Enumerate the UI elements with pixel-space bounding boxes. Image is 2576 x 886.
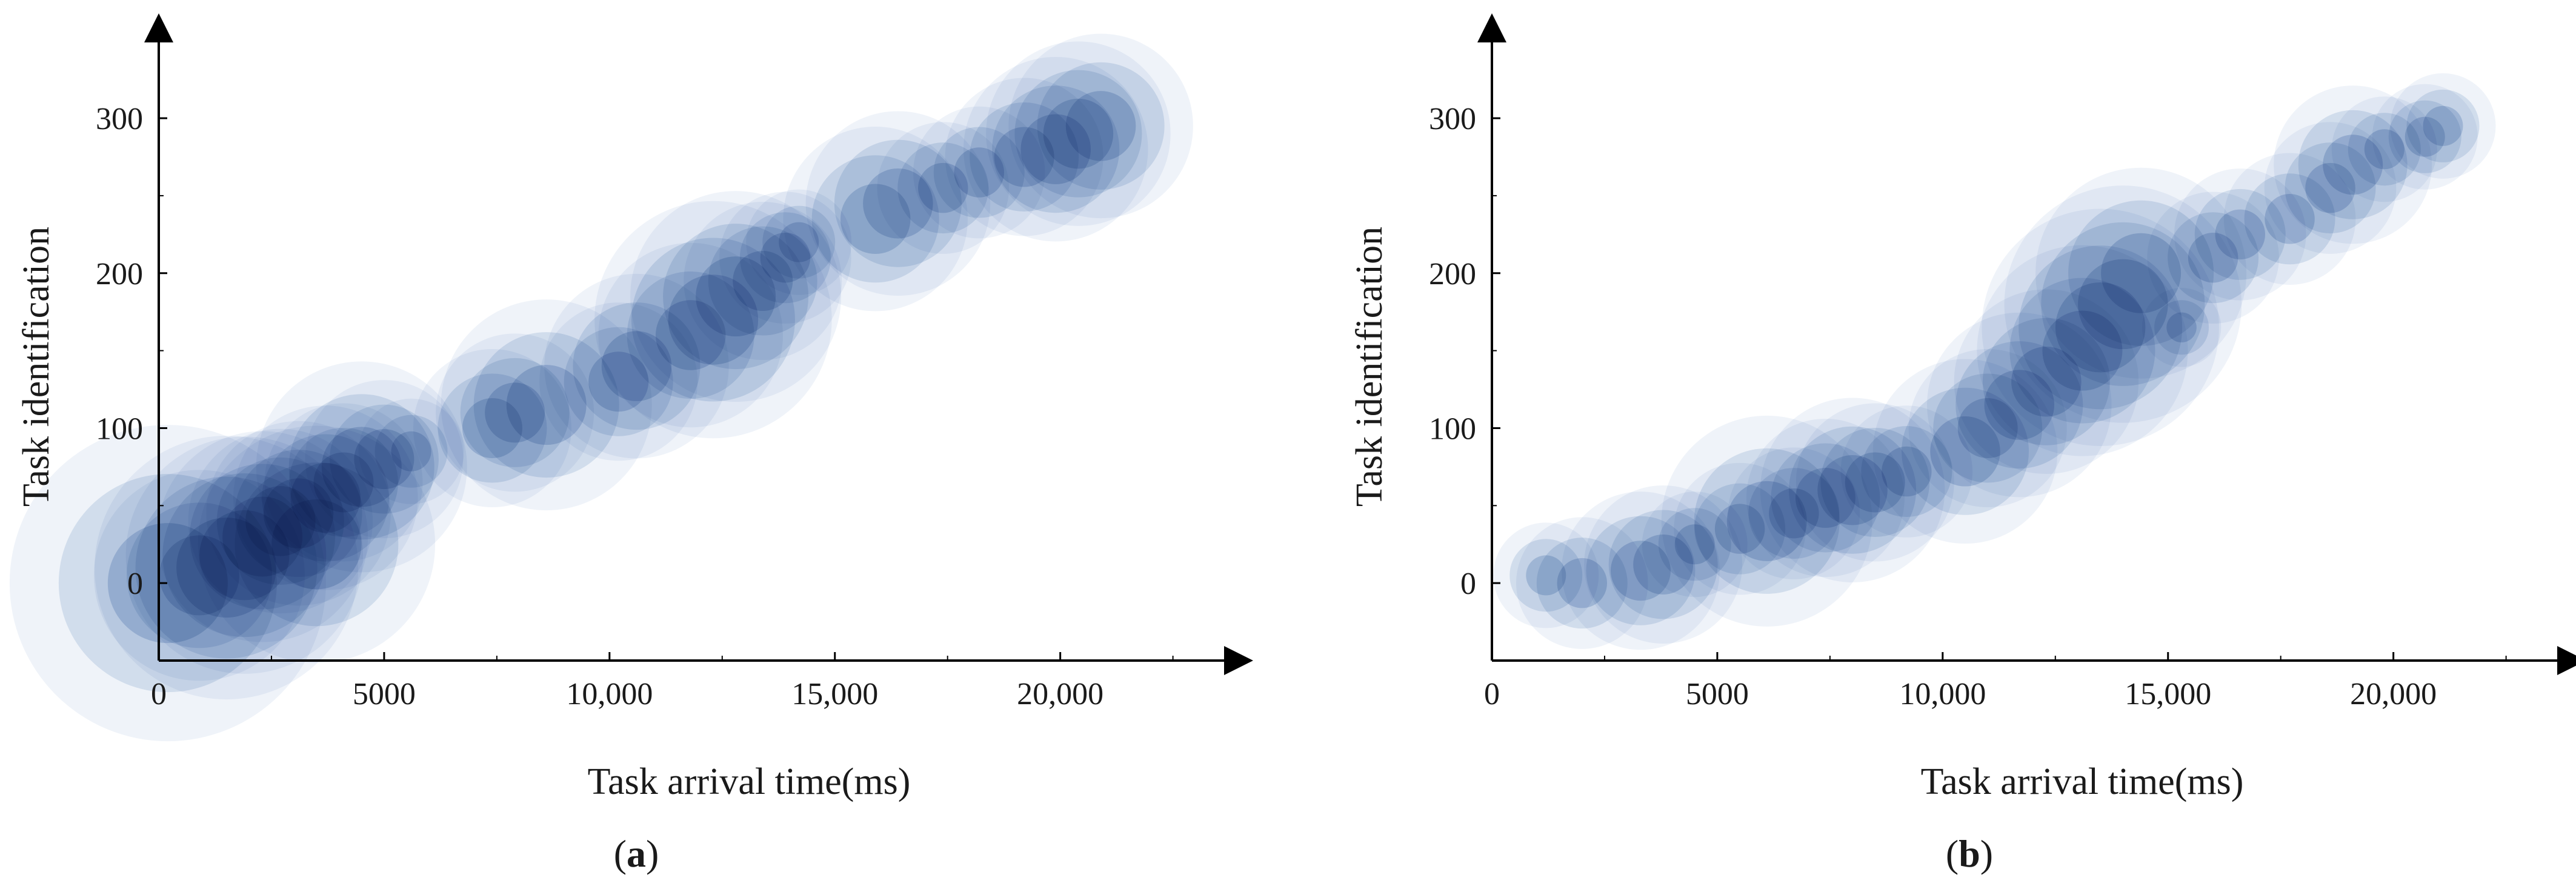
y-tick-label: 0 [1460, 567, 1476, 601]
x-axis-title: Task arrival time(ms) [1921, 761, 2244, 802]
y-tick-label: 200 [1429, 257, 1476, 291]
panel-label-close: ) [646, 832, 659, 875]
chart-svg: 0 5000 10,000 15,000 20,000 0 100 200 300 Task ar… [1349, 13, 2576, 875]
x-tick-label: 5000 [1686, 677, 1749, 711]
panel-label-close: ) [1980, 832, 1993, 875]
y-tick-label: 300 [1429, 102, 1476, 136]
y-axis-arrow [144, 13, 173, 42]
x-axis-arrow [2557, 646, 2576, 675]
x-axis-title: Task arrival time(ms) [588, 761, 911, 802]
x-tick-label: 20,000 [1017, 677, 1103, 711]
data-point-core [1065, 91, 1136, 161]
x-tick-label: 10,000 [566, 677, 653, 711]
chart-svg: 0 5000 10,000 15,000 20,000 0 100 200 300 Task ar… [9, 13, 1253, 875]
x-tick-label: 0 [1484, 677, 1500, 711]
x-tick-label: 10,000 [1899, 677, 1986, 711]
x-tick-label: 15,000 [791, 677, 878, 711]
x-tick-label: 0 [151, 677, 167, 711]
y-tick-label: 100 [1429, 411, 1476, 446]
x-tick-label: 20,000 [2350, 677, 2437, 711]
x-tick-label: 15,000 [2125, 677, 2211, 711]
bubble-group [9, 33, 1193, 742]
panel-label-letter: a [627, 832, 646, 875]
y-tick-label: 100 [96, 411, 143, 446]
y-axis-title: Task identification [16, 227, 57, 507]
panel-label: (b) [1946, 832, 1993, 875]
chart-panel-a: 0 5000 10,000 15,000 20,000 0 100 200 300 Task ar… [9, 13, 1253, 875]
data-point-core [2166, 312, 2197, 343]
x-tick-label: 5000 [353, 677, 416, 711]
panel-label-open: ( [1946, 832, 1959, 875]
data-point-core [2423, 105, 2463, 146]
y-axis-arrow [1477, 13, 1506, 42]
panel-label: (a) [614, 832, 659, 875]
x-axis-arrow [1224, 646, 1253, 675]
y-axis-title: Task identification [1349, 227, 1390, 507]
bubble-group [1493, 73, 2496, 650]
panel-label-letter: b [1959, 832, 1980, 875]
y-tick-label: 0 [127, 567, 143, 601]
y-tick-label: 300 [96, 102, 143, 136]
y-tick-label: 200 [96, 257, 143, 291]
panel-label-open: ( [614, 832, 627, 875]
chart-panel-b: 0 5000 10,000 15,000 20,000 0 100 200 300 Task ar… [1333, 0, 2576, 886]
